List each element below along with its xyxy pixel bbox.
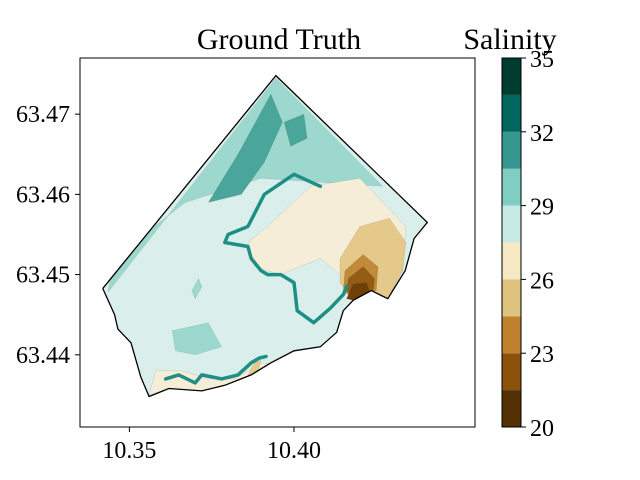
colorbar-frame bbox=[501, 57, 522, 428]
colorbar-tick-label: 29 bbox=[530, 195, 554, 221]
chart-title: Ground Truth bbox=[197, 23, 361, 56]
colorbar-title: Salinity bbox=[463, 23, 556, 56]
colorbar-tick-label: 23 bbox=[530, 342, 554, 368]
y-tick-label: 63.45 bbox=[16, 263, 70, 289]
colorbar-band bbox=[502, 58, 521, 95]
contour-line-1 bbox=[163, 354, 268, 385]
y-axis-ticks: 63.44 63.45 63.46 63.47 bbox=[16, 102, 80, 369]
colorbar-bands bbox=[502, 58, 521, 427]
colorbar-band bbox=[502, 205, 521, 243]
y-tick-label: 63.44 bbox=[16, 343, 70, 369]
colorbar-band bbox=[502, 390, 521, 427]
colorbar-tick-label: 35 bbox=[530, 47, 554, 73]
colorbar-band bbox=[502, 353, 521, 391]
colorbar-tick-label: 32 bbox=[530, 121, 554, 147]
colorbar-band bbox=[502, 94, 521, 132]
contour-region-2 bbox=[283, 113, 308, 147]
colorbar-ticks: 20 23 26 29 32 35 bbox=[521, 47, 554, 442]
x-tick-label: 10.40 bbox=[267, 438, 321, 464]
domain-fill-group bbox=[103, 75, 428, 397]
contour-region-1 bbox=[207, 93, 283, 203]
colorbar-band bbox=[502, 242, 521, 280]
contour-region-4 bbox=[191, 278, 203, 300]
colorbar: 20 23 26 29 32 35 bbox=[501, 47, 554, 442]
contour-region-11 bbox=[346, 282, 371, 301]
contour-map-layer bbox=[102, 74, 429, 398]
y-tick-label: 63.47 bbox=[16, 102, 70, 128]
colorbar-tick-label: 20 bbox=[530, 416, 554, 442]
colorbar-tick-label: 26 bbox=[530, 268, 554, 294]
x-axis-ticks: 10.35 10.40 bbox=[102, 427, 321, 464]
x-tick-label: 10.35 bbox=[102, 438, 156, 464]
contour-region-3 bbox=[171, 322, 222, 356]
colorbar-band bbox=[502, 131, 521, 169]
domain-boundary bbox=[102, 74, 429, 398]
colorbar-band bbox=[502, 316, 521, 354]
colorbar-band bbox=[502, 168, 521, 206]
contour-line-0 bbox=[223, 172, 349, 325]
colorbar-band bbox=[502, 279, 521, 317]
y-tick-label: 63.46 bbox=[16, 182, 70, 208]
map-axes: 10.35 10.40 63.44 63.45 63.46 63.47 bbox=[16, 57, 476, 464]
